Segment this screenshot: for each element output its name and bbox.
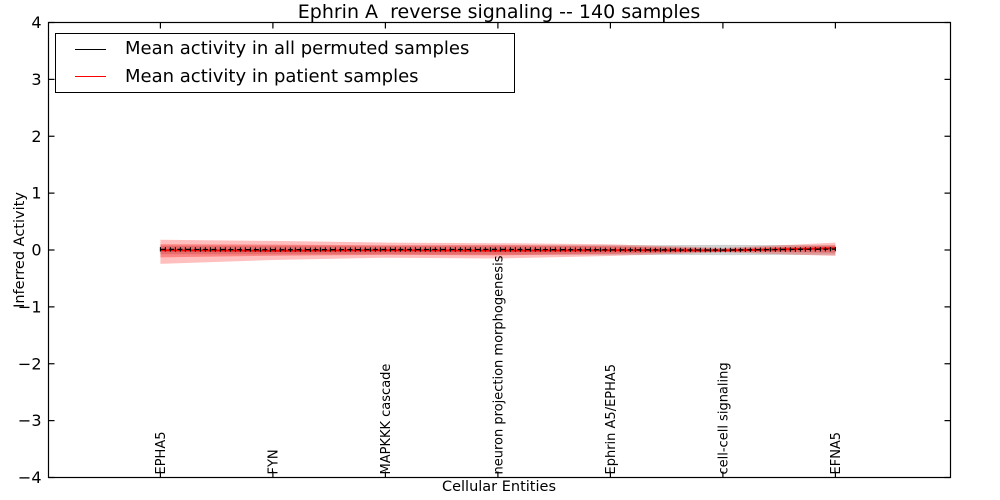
legend-label-permuted: Mean activity in all permuted samples xyxy=(125,38,470,60)
legend-line-sample-patient xyxy=(75,76,106,78)
x-tick-label: EFNA5 xyxy=(829,432,844,475)
x-tick-label: FYN xyxy=(266,449,281,474)
y-axis-label: Inferred Activity xyxy=(12,192,28,308)
x-tick-label: neuron projection morphogenesis xyxy=(491,255,506,474)
y-tick-label: −1 xyxy=(18,297,42,316)
legend-label-patient: Mean activity in patient samples xyxy=(125,65,419,87)
legend-item-permuted: Mean activity in all permuted samples xyxy=(56,37,514,61)
x-axis-label: Cellular Entities xyxy=(441,479,557,495)
legend-line-sample-permuted xyxy=(75,48,106,50)
legend-item-patient: Mean activity in patient samples xyxy=(56,65,514,89)
x-tick-label: Ephrin A5/EPHA5 xyxy=(604,364,619,475)
x-tick-label: cell-cell signaling xyxy=(716,362,731,474)
chart-title: Ephrin A reverse signaling -- 140 sample… xyxy=(297,1,701,23)
y-tick-label: 2 xyxy=(31,127,41,146)
sample-point-markers xyxy=(159,246,836,253)
patient-band-outer xyxy=(160,239,836,264)
y-tick-label: 3 xyxy=(31,70,41,89)
x-tick-label: MAPKKK cascade xyxy=(379,364,394,475)
legend: Mean activity in all permuted samples Me… xyxy=(55,33,515,93)
y-tick-label: 0 xyxy=(31,241,41,260)
y-tick-label: 1 xyxy=(31,184,41,203)
y-tick-label: −4 xyxy=(18,468,42,487)
x-tick-label: EPHA5 xyxy=(154,432,169,475)
y-tick-label: −2 xyxy=(18,354,42,373)
y-tick-label: 4 xyxy=(31,13,41,32)
permuted-mean-line xyxy=(160,248,836,251)
y-tick-label: −3 xyxy=(18,411,42,430)
